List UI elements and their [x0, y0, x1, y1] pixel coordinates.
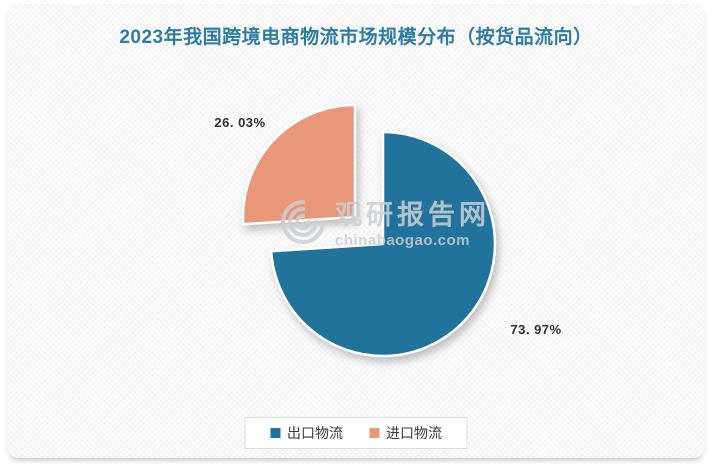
- pie-slice-import[interactable]: [241, 103, 357, 226]
- chart-title: 2023年我国跨境电商物流市场规模分布（按货品流向）: [119, 27, 593, 48]
- legend-item-export[interactable]: 出口物流: [270, 423, 343, 443]
- legend-label-import: 进口物流: [386, 425, 442, 441]
- pie-slice-export[interactable]: [269, 130, 497, 358]
- legend-item-import[interactable]: 进口物流: [369, 423, 442, 443]
- legend-label-export: 出口物流: [287, 425, 343, 441]
- legend-swatch-export: [270, 428, 280, 438]
- legend-swatch-import: [369, 428, 379, 438]
- pie-chart: [241, 103, 497, 358]
- chart-card: 2023年我国跨境电商物流市场规模分布（按货品流向） 26. 03% 73. 9…: [8, 4, 704, 458]
- legend: 出口物流 进口物流: [244, 417, 468, 449]
- slice-label-export: 73. 97%: [510, 322, 562, 337]
- slice-label-import: 26. 03%: [214, 115, 266, 130]
